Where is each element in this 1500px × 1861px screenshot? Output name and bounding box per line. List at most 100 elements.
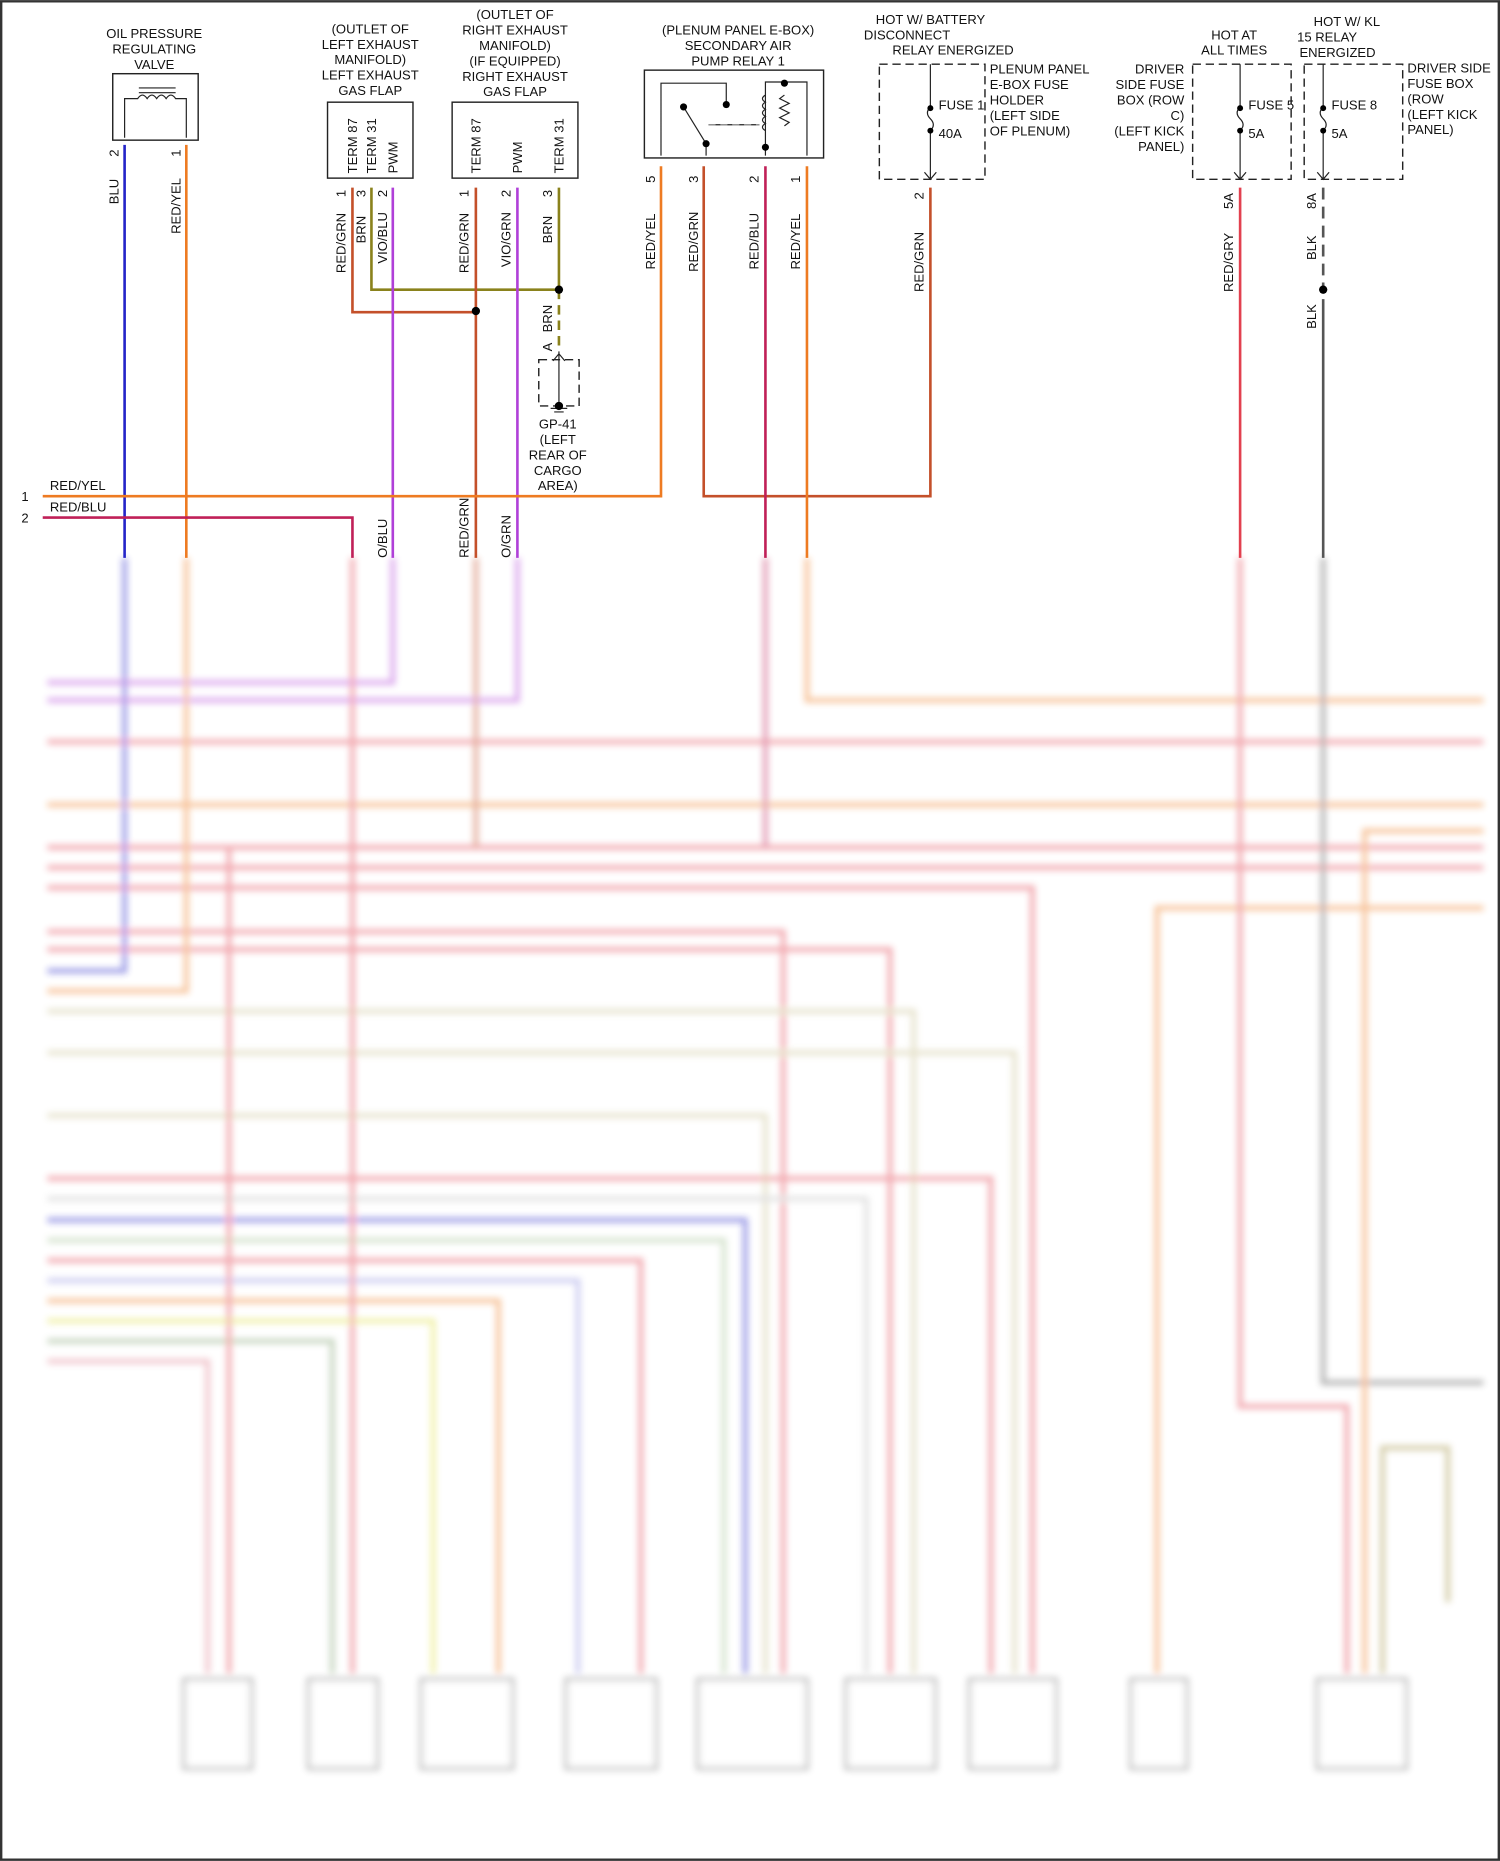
fuse-8: HOT W/ KL 15 RELAY ENERGIZED FUSE 8 5A D… (1297, 14, 1491, 329)
fuse-1: HOT W/ BATTERY DISCONNECT RELAY ENERGIZE… (864, 12, 1090, 292)
svg-text:(LEFT SIDE: (LEFT SIDE (990, 108, 1060, 123)
svg-text:5A: 5A (1331, 126, 1347, 141)
svg-text:A: A (540, 342, 555, 351)
blurred-wire (1237, 557, 1350, 1674)
svg-text:1: 1 (21, 489, 28, 504)
svg-text:2: 2 (107, 150, 122, 157)
svg-text:2: 2 (911, 192, 926, 199)
coil-icon (124, 87, 187, 138)
svg-text:GP-41: GP-41 (539, 417, 577, 432)
blurred-wire (47, 1237, 727, 1674)
svg-text:8A: 8A (1304, 193, 1319, 209)
svg-text:2: 2 (375, 190, 390, 197)
svg-text:BRN: BRN (354, 216, 369, 244)
svg-text:TERM 31: TERM 31 (364, 118, 379, 173)
svg-text:PANEL): PANEL) (1407, 122, 1453, 137)
svg-text:O/BLU: O/BLU (375, 519, 390, 558)
blurred-wire (47, 1050, 1018, 1674)
svg-text:SIDE FUSE: SIDE FUSE (1115, 77, 1184, 92)
blurred-component (967, 1677, 1058, 1771)
svg-text:(PLENUM PANEL E-BOX): (PLENUM PANEL E-BOX) (662, 23, 814, 38)
svg-text:FUSE 5: FUSE 5 (1248, 97, 1294, 112)
svg-text:DRIVER SIDE: DRIVER SIDE (1407, 61, 1491, 76)
svg-text:MANIFOLD): MANIFOLD) (479, 38, 551, 53)
blurred-component (306, 1677, 380, 1771)
svg-text:DISCONNECT: DISCONNECT (864, 27, 950, 42)
svg-text:2: 2 (746, 176, 761, 183)
svg-text:RED/BLU: RED/BLU (746, 213, 761, 270)
svg-text:GAS FLAP: GAS FLAP (338, 83, 402, 98)
svg-text:TERM 87: TERM 87 (469, 118, 484, 173)
svg-text:REAR OF: REAR OF (529, 447, 587, 462)
svg-text:TERM 87: TERM 87 (345, 118, 360, 173)
svg-text:C): C) (1171, 108, 1185, 123)
blurred-wire (47, 1298, 501, 1674)
oil-pressure-valve: OIL PRESSURE REGULATING VALVE 2 1 BLU RE… (106, 26, 202, 234)
left-connector: 1 2 RED/YEL RED/BLU O/BLU RED/GRN O/GRN (21, 478, 513, 558)
ground-gp41: BRN A GP-41 (LEFT REAR OF CARGO AREA) (529, 305, 587, 493)
blurred-wire (47, 929, 786, 1674)
blurred-wire (47, 1258, 644, 1674)
blurred-wire (1380, 1445, 1451, 1674)
blurred-wire (47, 885, 1035, 1674)
svg-text:ENERGIZED: ENERGIZED (1299, 45, 1375, 60)
svg-text:BLK: BLK (1304, 235, 1319, 260)
blurred-component (564, 1677, 659, 1771)
svg-text:OF PLENUM): OF PLENUM) (990, 123, 1070, 138)
blurred-wire (47, 1196, 869, 1674)
svg-text:VIO/GRN: VIO/GRN (498, 212, 513, 267)
blurred-component (696, 1677, 809, 1771)
svg-text:BOX (ROW: BOX (ROW (1117, 93, 1185, 108)
svg-text:(LEFT KICK: (LEFT KICK (1407, 107, 1477, 122)
wires (42, 144, 1328, 558)
svg-text:FUSE BOX: FUSE BOX (1407, 76, 1473, 91)
svg-text:BRN: BRN (540, 216, 555, 244)
svg-text:RED/YEL: RED/YEL (168, 178, 183, 234)
svg-text:(IF EQUIPPED): (IF EQUIPPED) (469, 53, 560, 68)
svg-text:BLK: BLK (1304, 304, 1319, 329)
left-exhaust-gas-flap: (OUTLET OF LEFT EXHAUST MANIFOLD) LEFT E… (322, 21, 419, 273)
svg-text:PANEL): PANEL) (1138, 139, 1184, 154)
secondary-air-pump-relay: (PLENUM PANEL E-BOX) SECONDARY AIR PUMP … (643, 23, 825, 272)
svg-text:RED/GRN: RED/GRN (457, 498, 472, 558)
svg-text:CARGO: CARGO (534, 463, 582, 478)
svg-text:5: 5 (643, 176, 658, 183)
svg-text:RED/YEL: RED/YEL (643, 214, 658, 270)
svg-text:3: 3 (354, 190, 369, 197)
blurred-wire (1320, 557, 1484, 1386)
svg-text:RIGHT EXHAUST: RIGHT EXHAUST (462, 23, 568, 38)
svg-text:PLENUM PANEL: PLENUM PANEL (990, 62, 1090, 77)
fuse-5: HOT AT ALL TIMES DRIVER SIDE FUSE BOX (R… (1114, 27, 1294, 292)
svg-text:RED/GRN: RED/GRN (686, 212, 701, 272)
svg-text:BRN: BRN (540, 305, 555, 333)
svg-text:E-BOX FUSE: E-BOX FUSE (990, 77, 1069, 92)
blurred-wire (47, 1008, 917, 1674)
svg-text:AREA): AREA) (538, 478, 578, 493)
svg-text:RED/GRN: RED/GRN (457, 213, 472, 273)
svg-text:PUMP RELAY 1: PUMP RELAY 1 (691, 53, 785, 68)
svg-text:RED/YEL: RED/YEL (788, 214, 803, 270)
svg-text:(OUTLET OF: (OUTLET OF (476, 7, 553, 22)
svg-text:HOLDER: HOLDER (990, 93, 1044, 108)
svg-text:5A: 5A (1248, 126, 1264, 141)
svg-text:FUSE 1: FUSE 1 (939, 97, 985, 112)
svg-text:1: 1 (457, 190, 472, 197)
svg-text:RELAY ENERGIZED: RELAY ENERGIZED (892, 43, 1013, 58)
blurred-wire (47, 1113, 768, 1674)
blurred-wire (47, 1358, 211, 1674)
blurred-component (1315, 1677, 1409, 1771)
svg-text:BLU: BLU (107, 179, 122, 204)
blurred-lower-diagram (47, 557, 1484, 1771)
svg-text:PWM: PWM (386, 141, 401, 173)
svg-text:RED/BLU: RED/BLU (50, 500, 107, 515)
blurred-wire (1154, 905, 1484, 1674)
blurred-wire (804, 557, 1484, 703)
blurred-wire (47, 1217, 748, 1674)
svg-text:O/GRN: O/GRN (498, 515, 513, 558)
svg-text:RIGHT EXHAUST: RIGHT EXHAUST (462, 69, 568, 84)
svg-text:5A: 5A (1221, 193, 1236, 209)
right-exhaust-gas-flap: (OUTLET OF RIGHT EXHAUST MANIFOLD) (IF E… (451, 7, 579, 273)
svg-text:RED/GRN: RED/GRN (911, 232, 926, 292)
svg-text:1: 1 (168, 150, 183, 157)
